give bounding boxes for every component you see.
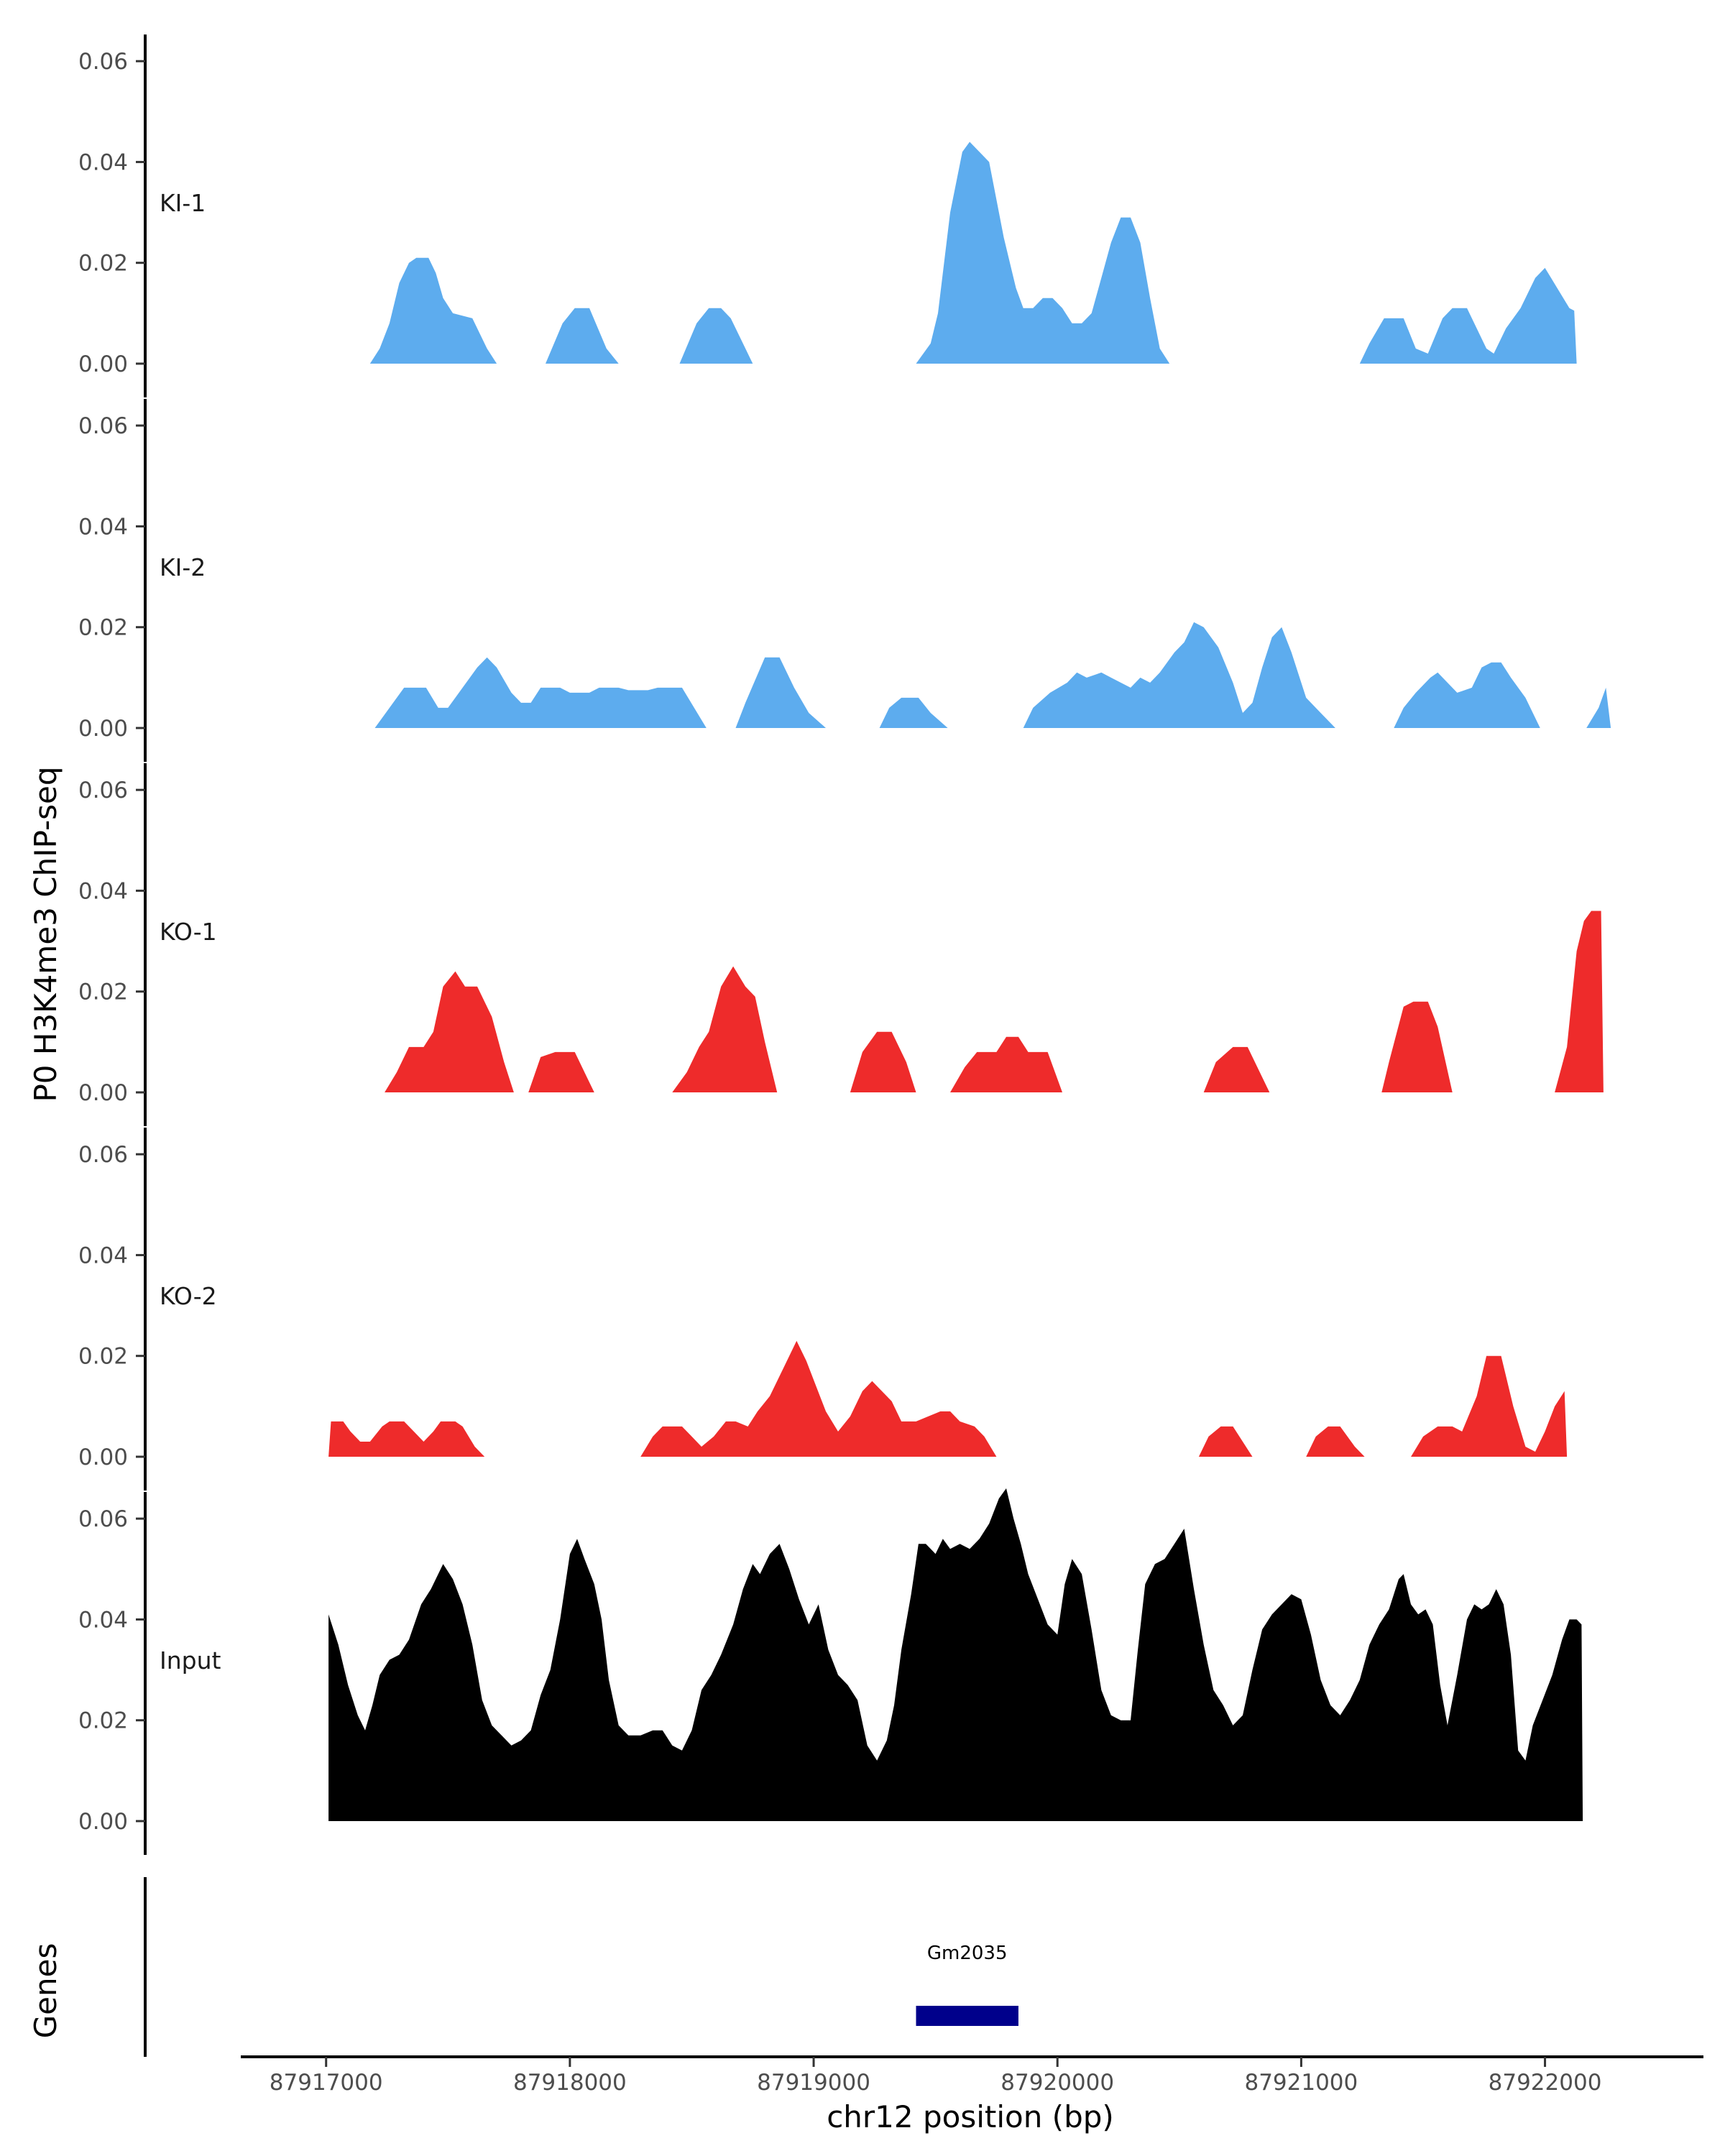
signal-area (369, 142, 1577, 364)
track-ki-1: 0.00 0.02 0.04 0.06 KI-1 (78, 34, 1577, 397)
y-tick-label: 0.04 (78, 1243, 128, 1268)
track-label: KO-2 (160, 1282, 217, 1310)
x-tick-label: 87922000 (1489, 2070, 1602, 2096)
y-tick-label: 0.02 (78, 980, 128, 1005)
y-tick-label: 0.06 (78, 1506, 128, 1532)
x-axis: 87917000 87918000 87919000 87920000 87921000… (241, 2055, 1703, 2096)
x-tick-label: 87919000 (757, 2070, 870, 2096)
x-tick-label: 87920000 (1000, 2070, 1114, 2096)
y-axis-title: P0 H3K4me3 ChIP-seq (28, 766, 63, 1102)
gene-bar (916, 2006, 1018, 2026)
y-tick-label: 0.02 (78, 615, 128, 641)
y-tick-label: 0.04 (78, 514, 128, 540)
y-tick-label: 0.06 (78, 413, 128, 439)
signal-area (374, 622, 1611, 728)
y-tick-label: 0.06 (78, 49, 128, 75)
signal-area (328, 1488, 1583, 1821)
y-tick-label: 0.00 (78, 1809, 128, 1835)
x-axis-title: chr12 position (bp) (827, 2099, 1114, 2134)
x-tick-label: 87918000 (513, 2070, 627, 2096)
track-input: 0.00 0.02 0.04 0.06 Input (78, 1488, 1583, 1855)
y-tick-label: 0.00 (78, 1080, 128, 1106)
x-tick-label: 87917000 (270, 2070, 383, 2096)
track-label: KI-2 (160, 553, 206, 581)
signal-area (328, 1340, 1568, 1457)
track-label: Input (160, 1646, 221, 1674)
track-ki-2: 0.00 0.02 0.04 0.06 KI-2 (78, 399, 1611, 762)
y-tick-label: 0.04 (78, 149, 128, 175)
genes-panel: Gm2035 (144, 1877, 1018, 2057)
signal-tracks: 0.00 0.02 0.04 0.06 KI-1 0.00 0.02 0.04 0.06 KI-2… (78, 34, 1611, 1855)
signal-area (385, 911, 1604, 1092)
y-tick-label: 0.04 (78, 1607, 128, 1633)
x-tick-label: 87921000 (1244, 2070, 1358, 2096)
y-tick-label: 0.06 (78, 778, 128, 803)
track-label: KO-1 (160, 918, 217, 946)
genes-axis-title: Genes (28, 1943, 63, 2039)
y-tick-label: 0.00 (78, 716, 128, 742)
y-tick-label: 0.00 (78, 351, 128, 377)
y-tick-label: 0.00 (78, 1445, 128, 1470)
track-ko-1: 0.00 0.02 0.04 0.06 KO-1 (78, 763, 1604, 1126)
y-tick-label: 0.02 (78, 1344, 128, 1370)
y-tick-label: 0.06 (78, 1142, 128, 1168)
y-tick-label: 0.02 (78, 251, 128, 277)
track-ko-2: 0.00 0.02 0.04 0.06 KO-2 (78, 1128, 1568, 1491)
y-tick-label: 0.02 (78, 1708, 128, 1734)
track-label: KI-1 (160, 189, 206, 217)
gene-label: Gm2035 (927, 1943, 1008, 1964)
y-tick-label: 0.04 (78, 878, 128, 904)
